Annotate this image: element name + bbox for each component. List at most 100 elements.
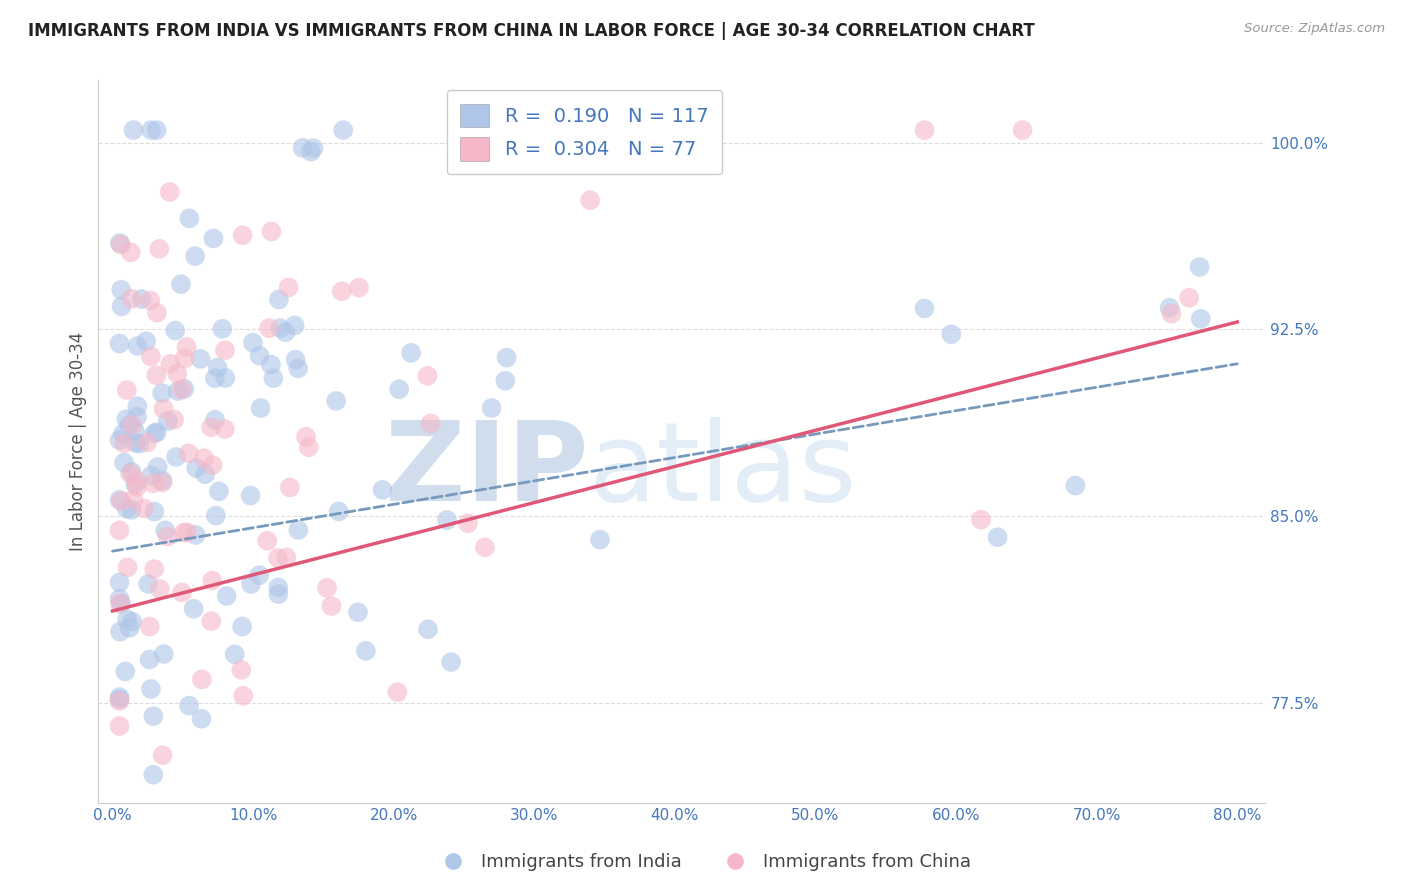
Point	[121, 465, 143, 479]
Point	[170, 585, 193, 599]
Point	[142, 709, 165, 723]
Point	[111, 426, 134, 441]
Point	[214, 422, 236, 436]
Point	[145, 425, 167, 440]
Point	[242, 335, 264, 350]
Point	[118, 417, 141, 432]
Point	[193, 451, 215, 466]
Point	[474, 541, 496, 555]
Point	[141, 123, 163, 137]
Legend: Immigrants from India, Immigrants from China: Immigrants from India, Immigrants from C…	[429, 847, 977, 879]
Point	[278, 480, 301, 494]
Point	[152, 401, 174, 416]
Point	[124, 435, 146, 450]
Point	[190, 712, 212, 726]
Point	[184, 249, 207, 263]
Point	[267, 293, 290, 307]
Point	[177, 698, 200, 713]
Point	[201, 574, 224, 588]
Point	[347, 605, 370, 619]
Point	[108, 692, 131, 706]
Text: atlas: atlas	[589, 417, 858, 524]
Point	[1188, 260, 1211, 274]
Point	[202, 231, 225, 245]
Point	[211, 322, 233, 336]
Point	[108, 694, 131, 708]
Point	[152, 474, 174, 488]
Point	[115, 612, 138, 626]
Point	[146, 306, 169, 320]
Point	[231, 228, 253, 243]
Point	[128, 436, 150, 450]
Point	[267, 587, 290, 601]
Point	[110, 237, 132, 252]
Point	[371, 483, 394, 497]
Point	[316, 581, 339, 595]
Point	[121, 503, 143, 517]
Point	[208, 484, 231, 499]
Point	[108, 433, 131, 447]
Point	[224, 648, 246, 662]
Point	[184, 528, 207, 542]
Point	[204, 371, 226, 385]
Point	[1159, 301, 1181, 315]
Point	[127, 399, 149, 413]
Point	[1160, 307, 1182, 321]
Point	[494, 374, 516, 388]
Point	[159, 357, 181, 371]
Point	[115, 383, 138, 397]
Point	[914, 123, 936, 137]
Point	[122, 492, 145, 507]
Point	[399, 346, 422, 360]
Point	[108, 492, 131, 507]
Point	[205, 508, 228, 523]
Point	[436, 513, 458, 527]
Point	[173, 382, 195, 396]
Point	[141, 468, 163, 483]
Point	[440, 655, 463, 669]
Point	[148, 242, 170, 256]
Point	[121, 292, 143, 306]
Point	[153, 647, 176, 661]
Point	[117, 560, 139, 574]
Point	[115, 501, 138, 516]
Point	[149, 582, 172, 596]
Point	[115, 412, 138, 426]
Point	[173, 351, 195, 366]
Point	[179, 211, 201, 226]
Point	[108, 575, 131, 590]
Point	[1189, 311, 1212, 326]
Point	[260, 358, 283, 372]
Point	[267, 551, 290, 566]
Point	[143, 426, 166, 441]
Point	[257, 321, 280, 335]
Point	[457, 516, 479, 531]
Point	[166, 384, 188, 398]
Point	[186, 461, 208, 475]
Point	[589, 533, 612, 547]
Point	[291, 141, 314, 155]
Point	[214, 343, 236, 358]
Point	[143, 505, 166, 519]
Point	[108, 235, 131, 250]
Point	[204, 413, 226, 427]
Point	[419, 417, 441, 431]
Point	[200, 420, 222, 434]
Point	[166, 367, 188, 381]
Point	[118, 621, 141, 635]
Point	[388, 382, 411, 396]
Point	[239, 489, 262, 503]
Point	[170, 277, 193, 292]
Point	[163, 412, 186, 426]
Point	[156, 529, 179, 543]
Point	[1064, 478, 1087, 492]
Point	[127, 339, 149, 353]
Point	[354, 644, 377, 658]
Point	[328, 504, 350, 518]
Point	[321, 599, 343, 613]
Point	[183, 601, 205, 615]
Point	[190, 351, 212, 366]
Point	[267, 580, 290, 594]
Point	[136, 577, 159, 591]
Point	[214, 371, 236, 385]
